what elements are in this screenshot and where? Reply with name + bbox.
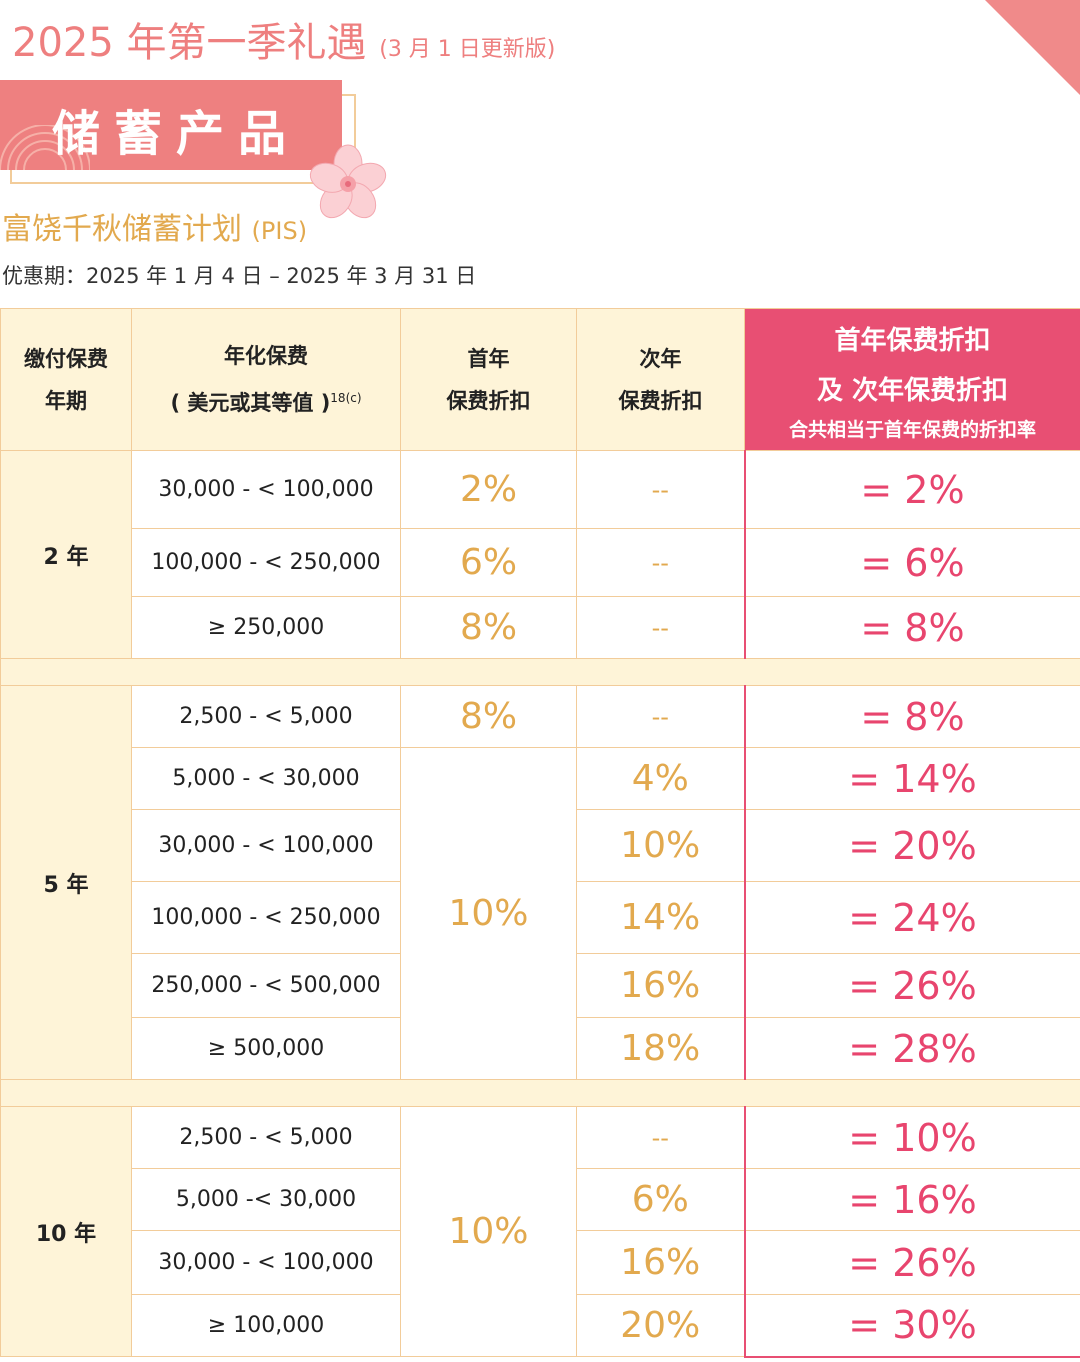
premium-range: 2,500 - < 5,000: [131, 1106, 401, 1169]
combined-discount: = 20%: [743, 809, 1080, 882]
table-header-row: 缴付保费 年期 年化保费 ( 美元或其等值 )18(c) 首年 保费折扣 次年 …: [0, 308, 1080, 451]
premium-range: 250,000 - < 500,000: [131, 953, 401, 1018]
second-year-discount: --: [576, 528, 745, 597]
header-premium: 年化保费 ( 美元或其等值 )18(c): [131, 308, 401, 451]
table-row: 30,000 - < 100,000 10% = 20%: [1, 809, 1080, 882]
premium-range: 5,000 -< 30,000: [131, 1168, 401, 1231]
second-year-discount: 10%: [576, 809, 745, 882]
header-first-line1: 首年: [467, 346, 510, 371]
section-banner: 储蓄产品: [0, 80, 387, 219]
header-first-line2: 保费折扣: [446, 388, 531, 413]
offer-period: 优惠期：2025 年 1 月 4 日 – 2025 年 3 月 31 日: [2, 264, 477, 288]
second-year-discount: 18%: [576, 1017, 745, 1080]
header-term-line1: 缴付保费: [24, 346, 108, 371]
combined-discount: = 16%: [743, 1168, 1080, 1231]
first-year-discount: 8%: [400, 685, 577, 748]
second-year-discount: 16%: [576, 1230, 745, 1295]
combined-discount: = 8%: [743, 685, 1080, 748]
combined-discount: = 8%: [743, 596, 1080, 659]
first-year-discount: 2%: [400, 450, 577, 529]
second-year-discount: --: [576, 596, 745, 659]
premium-range: 30,000 - < 100,000: [131, 809, 401, 882]
header-combined-line2: 及 次年保费折扣: [816, 375, 1009, 406]
update-note: (3 月 1 日更新版): [379, 37, 556, 62]
combined-discount: = 24%: [743, 881, 1080, 954]
table-row: ≥ 250,000 8% -- = 8%: [1, 596, 1080, 659]
term-cell: 2 年: [0, 450, 132, 659]
combined-discount: = 10%: [743, 1106, 1080, 1169]
plan-code: (PIS): [251, 217, 308, 245]
second-year-discount: --: [576, 685, 745, 748]
table-row: 5,000 -< 30,000 6% = 16%: [1, 1168, 1080, 1231]
table-row: 5,000 - < 30,000 10% 4% = 14%: [1, 747, 1080, 1080]
second-year-discount: 16%: [576, 953, 745, 1018]
second-year-discount: 4%: [576, 747, 745, 810]
term-cell: 10 年: [0, 1106, 132, 1357]
combined-discount: = 28%: [743, 1017, 1080, 1080]
second-year-discount: --: [576, 1106, 745, 1169]
premium-range: 100,000 - < 250,000: [131, 881, 401, 954]
group-separator: [0, 658, 1080, 686]
header-second-line1: 次年: [639, 346, 682, 371]
cherry-blossom-icon: [309, 144, 387, 219]
plan-name: 富饶千秋储蓄计划: [2, 212, 242, 247]
header-combined-line1: 首年保费折扣: [834, 325, 991, 356]
premium-range: 5,000 - < 30,000: [131, 747, 401, 810]
premium-range: ≥ 500,000: [131, 1017, 401, 1080]
separator-cell: [0, 1079, 1080, 1107]
table-row: 100,000 - < 250,000 6% -- = 6%: [1, 528, 1080, 597]
combined-discount: = 14%: [743, 747, 1080, 810]
second-year-discount: --: [576, 450, 745, 529]
table-row: 100,000 - < 250,000 14% = 24%: [1, 881, 1080, 954]
second-year-discount: 20%: [576, 1294, 745, 1357]
plan-title: 富饶千秋储蓄计划 (PIS): [2, 204, 307, 248]
second-year-discount: 14%: [576, 881, 745, 954]
table-row: 250,000 - < 500,000 16% = 26%: [1, 953, 1080, 1018]
combined-discount: = 26%: [743, 953, 1080, 1018]
first-year-discount: 8%: [400, 596, 577, 659]
header-combined: 首年保费折扣 及 次年保费折扣 合共相当于首年保费的折扣率: [744, 308, 1080, 451]
premium-range: ≥ 250,000: [131, 596, 401, 659]
page-title: 2025 年第一季礼遇 (3 月 1 日更新版): [12, 10, 555, 68]
table-row: 2 年 30,000 - < 100,000 2% -- = 2%: [0, 450, 1080, 659]
header-premium-line1: 年化保费: [224, 344, 308, 368]
group-separator: [0, 1079, 1080, 1107]
header-term-line2: 年期: [45, 388, 87, 413]
combined-discount: = 26%: [743, 1230, 1080, 1295]
combined-discount: = 30%: [743, 1294, 1080, 1358]
table-row: 10 年 2,500 - < 5,000 10% -- = 10%: [0, 1106, 1080, 1357]
header-combined-note: 合共相当于首年保费的折扣率: [788, 418, 1036, 441]
corner-decoration: [985, 0, 1080, 95]
separator-cell: [0, 658, 1080, 686]
first-year-discount: 10%: [400, 1106, 577, 1357]
premium-range: 100,000 - < 250,000: [131, 528, 401, 597]
title-text: 2025 年第一季礼遇: [12, 20, 367, 66]
banner-background: 储蓄产品: [0, 80, 342, 170]
table-row: 5 年 2,500 - < 5,000 8% -- = 8%: [0, 685, 1080, 1080]
premium-range: ≥ 100,000: [131, 1294, 401, 1357]
table-row: 30,000 - < 100,000 16% = 26%: [1, 1230, 1080, 1295]
first-year-discount: 10%: [400, 747, 577, 1080]
header-term: 缴付保费 年期: [0, 308, 132, 451]
term-cell: 5 年: [0, 685, 132, 1080]
header-first-year: 首年 保费折扣: [400, 308, 577, 451]
header-second-year: 次年 保费折扣: [576, 308, 745, 451]
header-premium-line2: ( 美元或其等值 ): [170, 391, 331, 415]
header-second-line2: 保费折扣: [618, 388, 703, 413]
premium-range: 2,500 - < 5,000: [131, 685, 401, 748]
banner-title: 储蓄产品: [52, 106, 301, 162]
combined-discount: = 2%: [743, 450, 1080, 529]
combined-discount: = 6%: [743, 528, 1080, 597]
footnote-ref: 18(c): [330, 391, 362, 405]
first-year-discount: 6%: [400, 528, 577, 597]
second-year-discount: 6%: [576, 1168, 745, 1231]
table-row: ≥ 100,000 20% = 30%: [1, 1294, 1080, 1358]
discount-table: 缴付保费 年期 年化保费 ( 美元或其等值 )18(c) 首年 保费折扣 次年 …: [0, 308, 1080, 1358]
premium-range: 30,000 - < 100,000: [131, 1230, 401, 1295]
wave-pattern-icon: [0, 125, 90, 170]
premium-range: 30,000 - < 100,000: [131, 450, 401, 529]
